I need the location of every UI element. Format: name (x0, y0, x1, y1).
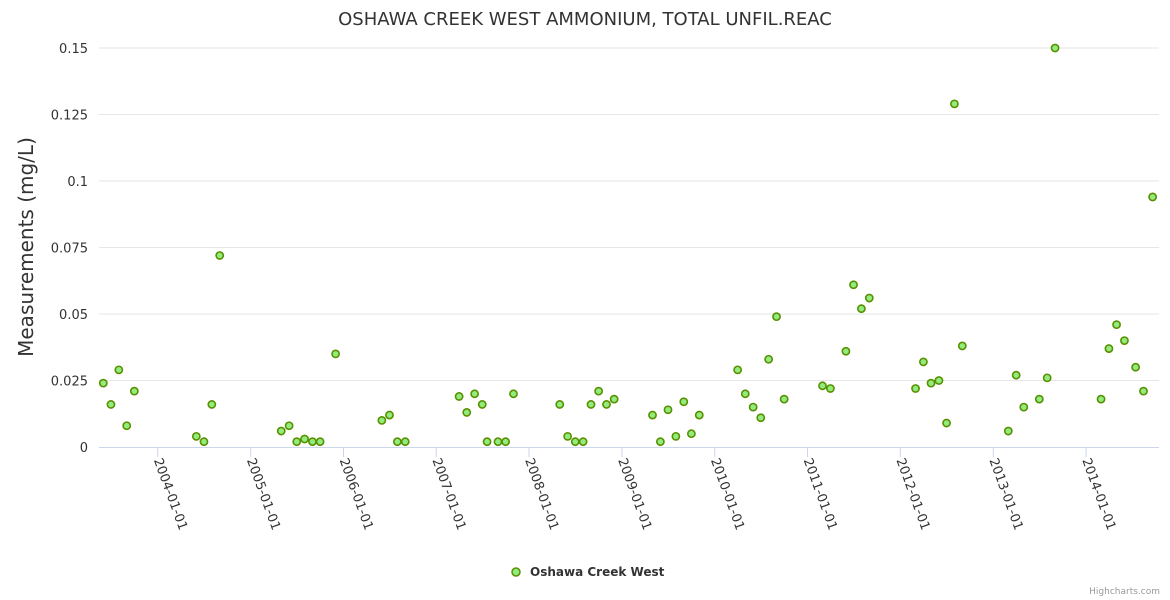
data-point[interactable] (477, 400, 487, 409)
data-point[interactable] (748, 402, 758, 412)
data-point[interactable] (1019, 402, 1029, 412)
data-point[interactable] (818, 381, 827, 391)
y-tick-label: 0.125 (51, 109, 88, 124)
credits-link[interactable]: Highcharts.com (1089, 587, 1160, 597)
data-point[interactable] (1148, 192, 1158, 202)
data-point[interactable] (957, 341, 967, 351)
data-point[interactable] (199, 437, 209, 447)
data-point[interactable] (1139, 386, 1148, 396)
data-point[interactable] (586, 400, 596, 409)
data-point[interactable] (509, 389, 518, 399)
data-point[interactable] (385, 410, 394, 420)
data-point[interactable] (501, 437, 511, 447)
data-point[interactable] (331, 349, 341, 359)
data-point[interactable] (671, 431, 681, 441)
data-point[interactable] (276, 426, 286, 436)
data-point[interactable] (377, 415, 387, 425)
data-point[interactable] (609, 394, 619, 404)
scatter-points (98, 43, 1158, 447)
y-tick-label: 0.15 (59, 42, 88, 57)
data-point[interactable] (1050, 43, 1060, 53)
data-point[interactable] (462, 408, 472, 417)
data-point[interactable] (911, 384, 920, 393)
data-point[interactable] (308, 437, 317, 447)
data-point[interactable] (114, 365, 124, 375)
data-point[interactable] (779, 394, 789, 404)
data-point[interactable] (191, 431, 201, 441)
y-tick-label: 0.05 (59, 308, 88, 323)
y-tick-label: 0.025 (51, 375, 88, 390)
data-point[interactable] (826, 384, 835, 393)
data-point[interactable] (950, 99, 959, 109)
data-point[interactable] (1042, 373, 1052, 383)
data-point[interactable] (655, 437, 665, 447)
data-point[interactable] (493, 437, 503, 447)
data-point[interactable] (926, 378, 936, 388)
data-point[interactable] (841, 346, 851, 356)
data-point[interactable] (864, 293, 874, 303)
data-point[interactable] (300, 434, 309, 444)
data-point[interactable] (1034, 394, 1044, 404)
data-point[interactable] (756, 413, 766, 423)
data-point[interactable] (400, 437, 410, 447)
data-point[interactable] (602, 400, 611, 409)
data-point[interactable] (578, 437, 588, 447)
data-point[interactable] (284, 421, 294, 431)
data-point[interactable] (942, 418, 951, 428)
legend-label[interactable]: Oshawa Creek West (530, 565, 665, 579)
data-point[interactable] (1003, 426, 1013, 436)
data-point[interactable] (315, 437, 325, 447)
data-point[interactable] (694, 410, 704, 420)
data-point[interactable] (470, 389, 480, 399)
data-point[interactable] (454, 392, 464, 401)
data-point[interactable] (555, 400, 565, 409)
data-point[interactable] (648, 410, 657, 420)
data-point[interactable] (594, 386, 604, 396)
data-point[interactable] (392, 437, 402, 447)
data-point[interactable] (733, 365, 743, 375)
data-point[interactable] (849, 280, 858, 290)
data-point[interactable] (482, 437, 492, 447)
data-point[interactable] (292, 437, 302, 447)
data-point[interactable] (1131, 362, 1141, 372)
data-point[interactable] (215, 251, 225, 260)
data-point[interactable] (1096, 394, 1106, 404)
data-point[interactable] (1104, 344, 1114, 353)
y-tick-label: 0 (80, 441, 88, 456)
data-point[interactable] (686, 429, 696, 439)
data-point[interactable] (207, 400, 217, 409)
data-point[interactable] (663, 405, 673, 415)
data-point[interactable] (919, 357, 928, 367)
chart-title: OSHAWA CREEK WEST AMMONIUM, TOTAL UNFIL.… (338, 9, 832, 30)
data-point[interactable] (1011, 370, 1021, 380)
data-point[interactable] (563, 431, 573, 441)
data-point[interactable] (129, 386, 139, 396)
data-point[interactable] (98, 378, 108, 388)
data-point[interactable] (106, 400, 116, 409)
data-point[interactable] (934, 376, 944, 385)
data-point[interactable] (772, 312, 781, 322)
legend[interactable]: Oshawa Creek West (511, 565, 665, 579)
data-point[interactable] (857, 304, 866, 314)
y-tick-label: 0.1 (67, 175, 88, 190)
y-axis-label: Measurements (mg/L) (14, 137, 38, 357)
y-tick-label: 0.075 (51, 242, 88, 257)
data-point[interactable] (764, 354, 774, 364)
data-point[interactable] (740, 389, 750, 399)
data-point[interactable] (1112, 320, 1121, 330)
data-point[interactable] (679, 397, 689, 407)
data-point[interactable] (570, 437, 580, 447)
legend-marker-icon (511, 567, 521, 577)
gridlines (99, 47, 1159, 381)
data-point[interactable] (1120, 336, 1129, 345)
y-axis-ticks: 0 0.025 0.05 0.075 0.1 0.125 0.15 (51, 42, 88, 456)
data-point[interactable] (122, 421, 132, 431)
